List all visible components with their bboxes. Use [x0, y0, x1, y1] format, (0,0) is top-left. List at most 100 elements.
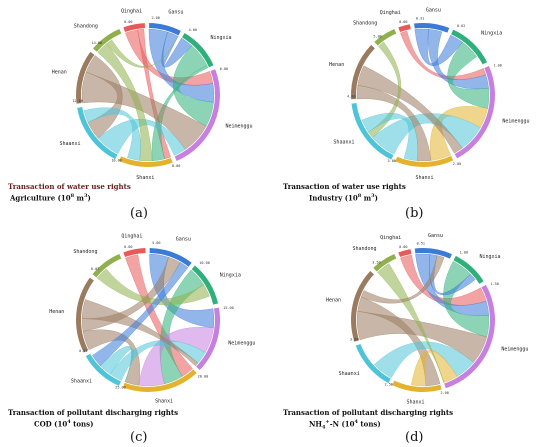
region-arc	[122, 369, 197, 392]
region-arc	[196, 307, 221, 371]
tick-label: 1.00	[460, 250, 468, 254]
chord-ribbon	[161, 31, 192, 68]
tick-label: 1.50	[490, 282, 498, 286]
region-label: Shanxi	[136, 175, 154, 181]
region-arc	[77, 107, 118, 160]
chord-ribbon	[400, 30, 487, 80]
region-label: Ningxia	[220, 272, 241, 278]
tick-label: 15.00	[223, 306, 234, 310]
tick-label: 0.00	[124, 245, 132, 249]
region-arc	[149, 23, 181, 36]
tick-label: 5.00	[152, 241, 160, 245]
caption-title-d: Transaction of pollutant discharging rig…	[283, 408, 454, 417]
caption-title-c: Transaction of pollutant discharging rig…	[8, 408, 179, 417]
region-label: Qinghai	[121, 9, 142, 15]
region-label: Shandong	[73, 249, 97, 255]
region-label: Henan	[329, 62, 344, 68]
tick-label: 6.00	[220, 67, 228, 71]
tick-label: 0.07	[91, 267, 99, 271]
chord-ribbon	[96, 268, 210, 305]
region-arc	[373, 253, 397, 272]
region-arc	[149, 248, 192, 267]
region-arc	[76, 51, 95, 104]
caption-sub-b: Industry (108 m3)	[309, 193, 378, 203]
tick-label: 3.50	[372, 260, 380, 264]
chord-ribbon	[360, 255, 445, 304]
region-label: Neimenggu	[501, 346, 528, 352]
region-label: Shandong	[74, 24, 98, 30]
region-arc	[191, 265, 219, 305]
region-label: Gansu	[428, 233, 443, 239]
tick-label: 8.00	[172, 164, 180, 168]
panel-d: Qinghai 0.00 Gansu 0.51 Ningxia 1.00 Neimenggu…	[275, 224, 550, 447]
chord-ribbon	[92, 262, 189, 366]
region-label: Shanxi	[155, 398, 173, 404]
region-arc	[451, 29, 488, 65]
region-label: Qinghai	[121, 234, 142, 240]
region-arc	[444, 284, 495, 389]
chord-diagram-c: Qinghai 0.00 Gansu 5.00 Ningxia 10.00 Neimengg…	[49, 234, 255, 405]
panel-letter-b: (b)	[405, 206, 424, 221]
chord-ribbon	[81, 299, 199, 367]
region-arc	[92, 253, 122, 278]
caption-title-b: Transaction of water use rights	[283, 182, 406, 191]
region-arc	[119, 156, 173, 167]
region-arc	[351, 44, 375, 100]
region-label: Ningxia	[479, 254, 500, 260]
tick-label: 3.00	[350, 338, 358, 342]
chord-ribbon	[357, 65, 463, 154]
tick-label: 4.00	[347, 94, 355, 98]
region-label: Qinghai	[380, 10, 401, 16]
tick-label: 3.00	[387, 159, 395, 163]
region-label: Neimenggu	[228, 341, 255, 347]
region-arc	[93, 28, 122, 52]
tick-label: 4.00	[189, 28, 197, 32]
tick-label: 25.00	[115, 386, 126, 390]
region-label: Shaanxi	[71, 379, 92, 385]
caption-title-a: Transaction of water use rights	[8, 182, 131, 191]
tick-label: 0.00	[124, 20, 132, 24]
region-arc	[123, 23, 146, 33]
tick-label: 14.00	[92, 41, 103, 45]
region-arc	[174, 69, 220, 162]
region-arc	[453, 255, 484, 284]
region-label: Shanxi	[416, 175, 434, 181]
panel-c: Qinghai 0.00 Gansu 5.00 Ningxia 10.00 Neimengg…	[0, 224, 275, 447]
region-arc	[374, 28, 397, 46]
tick-label: 0.00	[399, 245, 407, 249]
region-arc	[351, 103, 394, 160]
panel-letter-a: (a)	[130, 206, 148, 221]
region-label: Henan	[52, 69, 67, 75]
region-arc	[398, 24, 411, 33]
region-label: Shaanxi	[333, 140, 354, 146]
region-label: Henan	[49, 309, 64, 315]
region-label: Ningxia	[481, 30, 502, 36]
caption-sub-c: COD (104 tons)	[34, 419, 94, 429]
tick-label: 10.00	[199, 261, 210, 265]
region-arc	[351, 270, 374, 342]
region-label: Shanxi	[406, 400, 424, 406]
chord-ribbon	[447, 41, 490, 109]
region-arc	[414, 248, 452, 259]
tick-label: 0.51	[417, 241, 425, 245]
tick-label: 5.00	[373, 34, 381, 38]
tick-label: 0.00	[399, 20, 407, 24]
region-arc	[454, 66, 495, 159]
chord-ribbon	[106, 36, 179, 68]
panel-letter-d: (d)	[405, 430, 424, 445]
region-arc	[355, 343, 391, 384]
caption-sub-a: Agriculture (108 m3)	[10, 193, 91, 203]
region-arc	[395, 155, 454, 167]
tick-label: 1.00	[493, 64, 501, 68]
region-arc	[123, 248, 146, 258]
region-label: Shaanxi	[59, 141, 80, 147]
region-arc	[392, 380, 442, 392]
chord-ribbon	[400, 254, 487, 306]
region-label: Henan	[326, 298, 341, 304]
tick-label: 0.31	[416, 16, 424, 20]
region-label: Gansu	[168, 9, 183, 15]
region-label: Neimenggu	[225, 123, 252, 129]
panel-letter-c: (c)	[130, 430, 148, 445]
